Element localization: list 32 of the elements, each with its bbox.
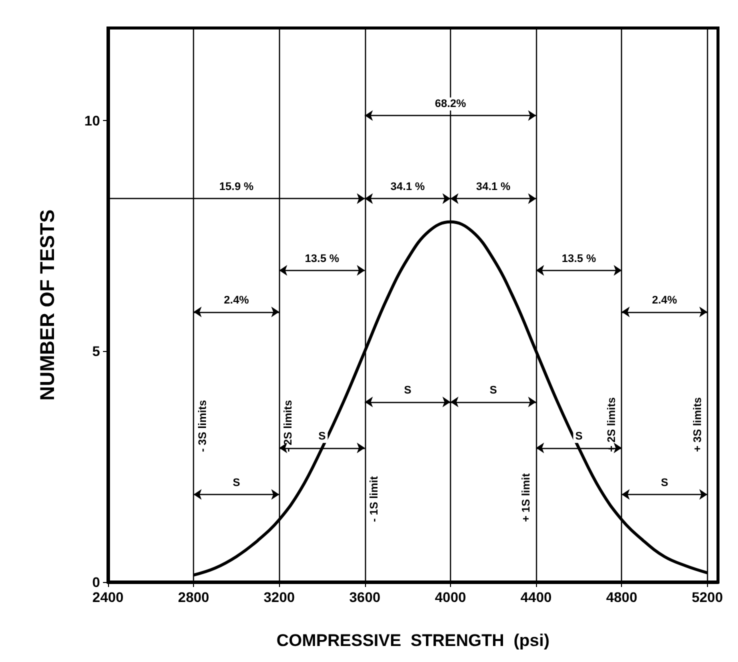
annotation: 2.4% (224, 294, 250, 306)
annotation: 13.5 % (304, 252, 340, 265)
ref-line-label: + 1S limit (520, 473, 533, 522)
annotation: S (490, 384, 497, 396)
annotation: S (318, 430, 326, 442)
ref-line-label: + 3S limits (692, 397, 704, 452)
x-tick-label: 2800 (178, 589, 210, 605)
annotation: 15.9 % (219, 181, 254, 194)
annotation: 2.4% (652, 294, 678, 306)
x-tick-label: 2400 (92, 589, 124, 605)
annotation: S (232, 476, 240, 489)
annotation: 34.1 % (476, 181, 511, 194)
x-tick-label: 4000 (434, 589, 466, 605)
y-tick-label: 0 (92, 574, 100, 590)
ref-line-label: - 3S limits (197, 400, 210, 452)
annotation: S (404, 384, 412, 396)
x-tick-label: 4400 (520, 589, 552, 605)
y-tick-label: 5 (92, 343, 100, 360)
ref-line-label: - 1S limit (368, 476, 380, 522)
x-tick-label: 5200 (692, 589, 724, 605)
x-tick-label: 4800 (606, 589, 638, 605)
x-tick-label: 3600 (349, 589, 381, 605)
ref-line-label: - 2S limits (282, 400, 295, 452)
annotation: 34.1 % (390, 181, 425, 194)
annotation: 68.2% (434, 98, 466, 110)
y-axis-title: NUMBER OF TESTS (37, 209, 59, 401)
x-axis-title: COMPRESSIVE STRENGTH (psi) (276, 631, 550, 650)
annotation: S (575, 430, 583, 442)
x-tick-label: 3200 (264, 589, 296, 605)
y-tick-label: 10 (84, 112, 100, 128)
annotation: 13.5 % (562, 252, 596, 265)
annotation: S (660, 476, 668, 489)
